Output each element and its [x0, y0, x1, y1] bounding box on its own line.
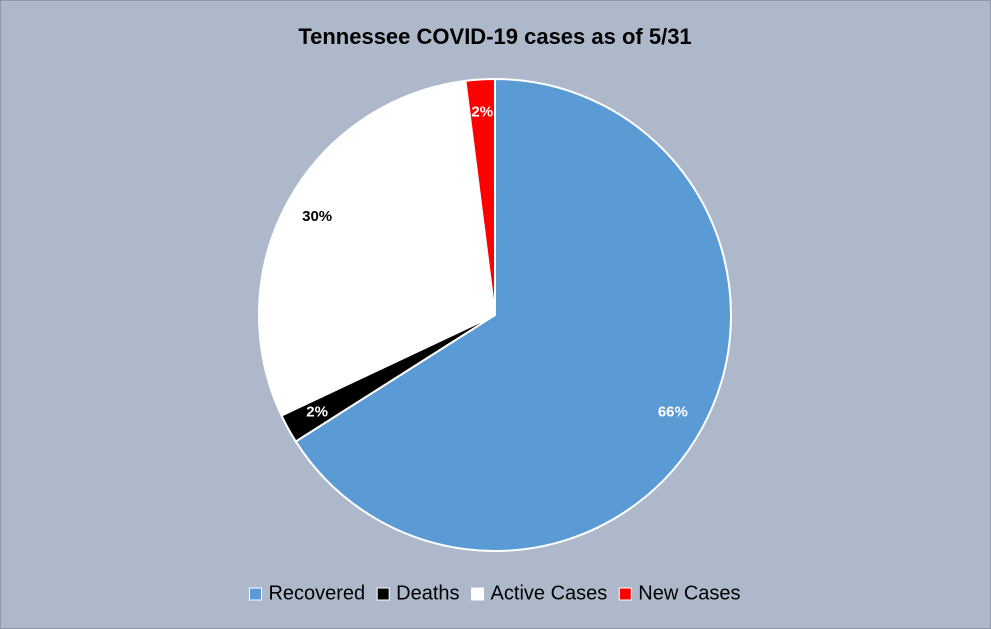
data-label: 30% [302, 208, 332, 225]
pie-slice [464, 77, 496, 316]
legend-swatch [376, 587, 390, 601]
chart-title: Tennessee COVID-19 cases as of 5/31 [298, 24, 691, 49]
legend-swatch [248, 587, 262, 601]
legend-label: Deaths [396, 582, 459, 604]
data-label: 2% [306, 404, 328, 421]
legend-label: Recovered [268, 582, 365, 604]
pie-slice [294, 77, 732, 552]
pie-slice [258, 79, 497, 417]
data-label: 66% [658, 404, 688, 421]
legend-swatch [471, 587, 485, 601]
legend-label: New Cases [638, 582, 740, 604]
data-label: 2% [471, 103, 493, 120]
legend-swatch [618, 587, 632, 601]
legend-label: Active Cases [491, 582, 608, 604]
